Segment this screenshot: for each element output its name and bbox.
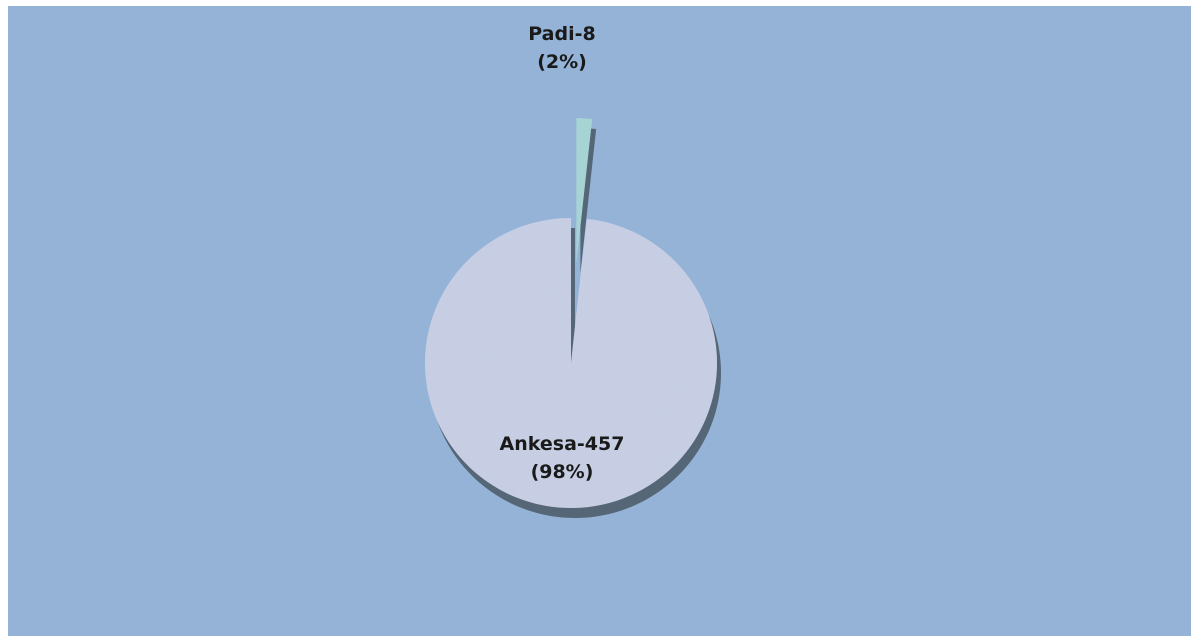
pie-slice-padi (576, 118, 593, 264)
slice-label-name-ankesa: Ankesa-457 (500, 433, 625, 455)
slice-label-percent-padi: (2%) (537, 51, 587, 73)
pie-slice-ankesa (425, 218, 718, 508)
pie-chart: Ankesa-457 (98%) Padi-8 (2%) (425, 23, 722, 518)
chart-area: Ankesa-457 (98%) Padi-8 (2%) (8, 6, 1191, 636)
slice-label-percent-ankesa: (98%) (531, 461, 594, 483)
slice-label-name-padi: Padi-8 (528, 23, 595, 45)
